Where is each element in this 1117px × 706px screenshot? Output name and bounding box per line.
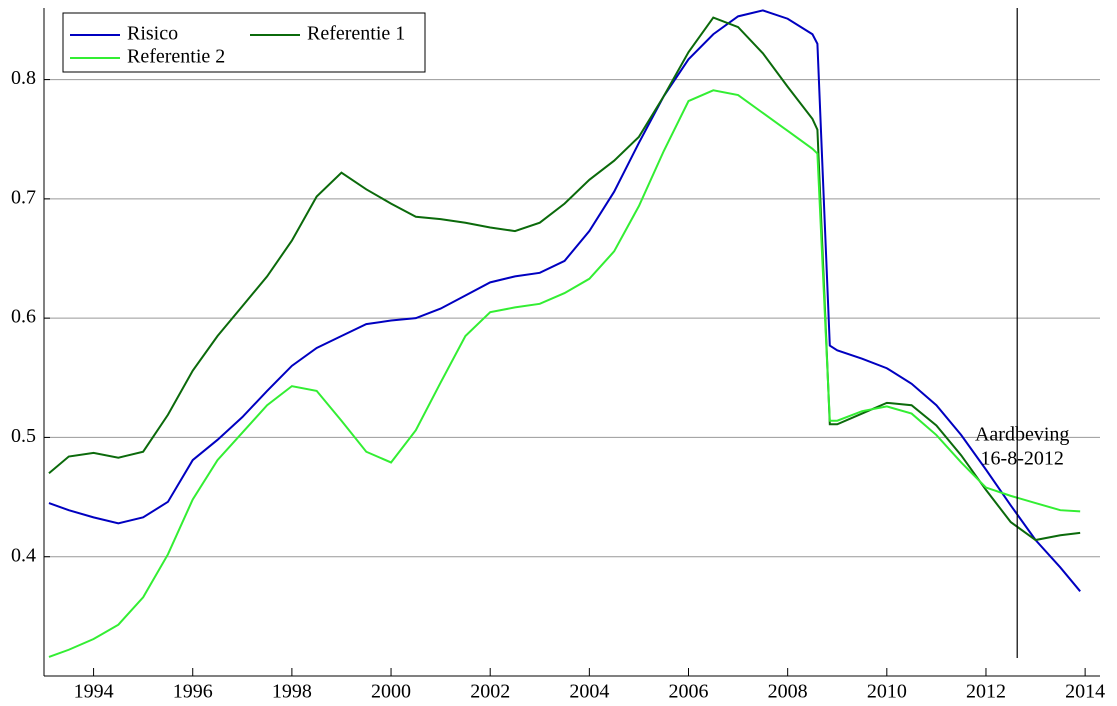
x-tick-label: 2004 [569,681,609,703]
x-tick-label: 1998 [272,681,312,703]
series-line [48,89,1081,658]
legend-label: Referentie 2 [127,46,225,68]
y-tick-label: 0.6 [11,306,36,328]
legend-box [62,12,426,73]
series-line [48,16,1081,542]
x-tick-label: 2010 [867,681,907,703]
x-tick-label: 2008 [768,681,808,703]
annotation-text: Aardbeving [975,424,1069,446]
x-tick-label: 1994 [74,681,114,703]
x-tick-label: 2000 [371,681,411,703]
x-tick-label: 2002 [470,681,510,703]
x-tick-label: 2006 [669,681,709,703]
legend-label: Risico [127,23,178,45]
y-tick-label: 0.8 [11,67,36,89]
annotation-text: 16-8-2012 [981,448,1064,470]
series-line [48,9,1081,592]
x-tick-label: 2014 [1065,681,1105,703]
x-tick-label: 2012 [966,681,1006,703]
x-tick-label: 1996 [173,681,213,703]
y-tick-label: 0.7 [11,186,36,208]
legend-label: Referentie 1 [307,23,405,45]
y-tick-label: 0.5 [11,425,36,447]
y-tick-label: 0.4 [11,544,36,566]
